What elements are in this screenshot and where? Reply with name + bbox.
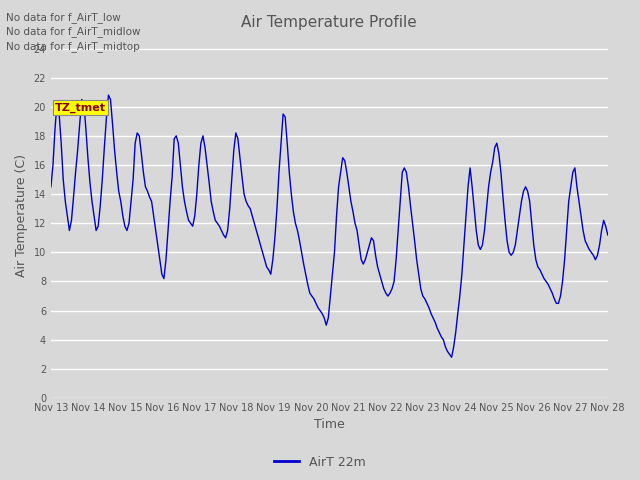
Title: Air Temperature Profile: Air Temperature Profile — [241, 15, 417, 30]
Text: No data for f_AirT_midlow: No data for f_AirT_midlow — [6, 26, 141, 37]
Y-axis label: Air Temperature (C): Air Temperature (C) — [15, 155, 28, 277]
Text: No data for f_AirT_low: No data for f_AirT_low — [6, 12, 121, 23]
Text: TZ_tmet: TZ_tmet — [55, 102, 106, 113]
X-axis label: Time: Time — [314, 419, 345, 432]
Legend: AirT 22m: AirT 22m — [269, 451, 371, 474]
Text: No data for f_AirT_midtop: No data for f_AirT_midtop — [6, 41, 140, 52]
